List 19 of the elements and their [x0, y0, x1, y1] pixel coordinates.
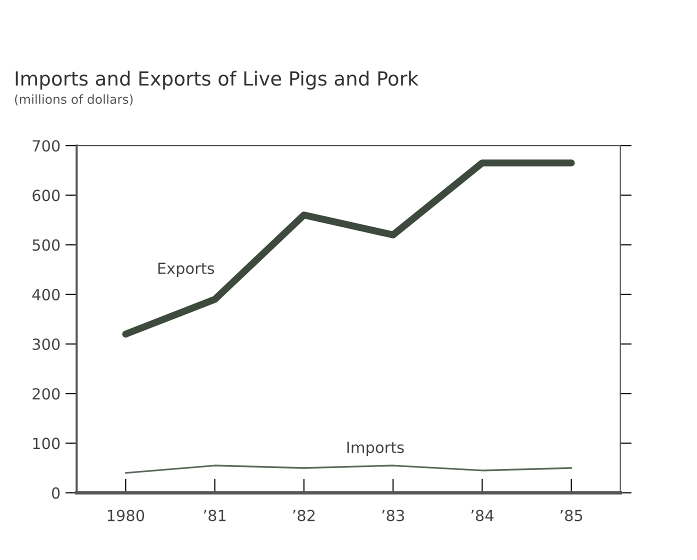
y-tick-label: 700 — [32, 140, 60, 152]
chart-subtitle: (millions of dollars) — [15, 94, 133, 106]
x-tick-label: 1980 — [108, 510, 144, 522]
x-tick-label: ’82 — [293, 510, 315, 522]
y-tick-label: 100 — [33, 438, 60, 450]
series-label: Exports — [158, 262, 214, 278]
x-tick-label: ’85 — [560, 510, 582, 522]
y-tick-label: 400 — [32, 288, 60, 300]
y-tick-label: 200 — [32, 388, 60, 400]
y-tick-label: 300 — [32, 338, 60, 350]
y-tick-label: 500 — [32, 239, 60, 251]
y-tick-label: 600 — [32, 190, 60, 202]
x-tick-label: ’84 — [471, 510, 494, 522]
chart-title: Imports and Exports of Live Pigs and Pork — [16, 70, 419, 90]
x-tick-label: ’81 — [204, 510, 226, 522]
line-series — [124, 464, 572, 474]
series-label: Imports — [347, 442, 404, 456]
y-tick-label: 0 — [52, 487, 60, 499]
x-tick-label: ’83 — [382, 510, 404, 522]
